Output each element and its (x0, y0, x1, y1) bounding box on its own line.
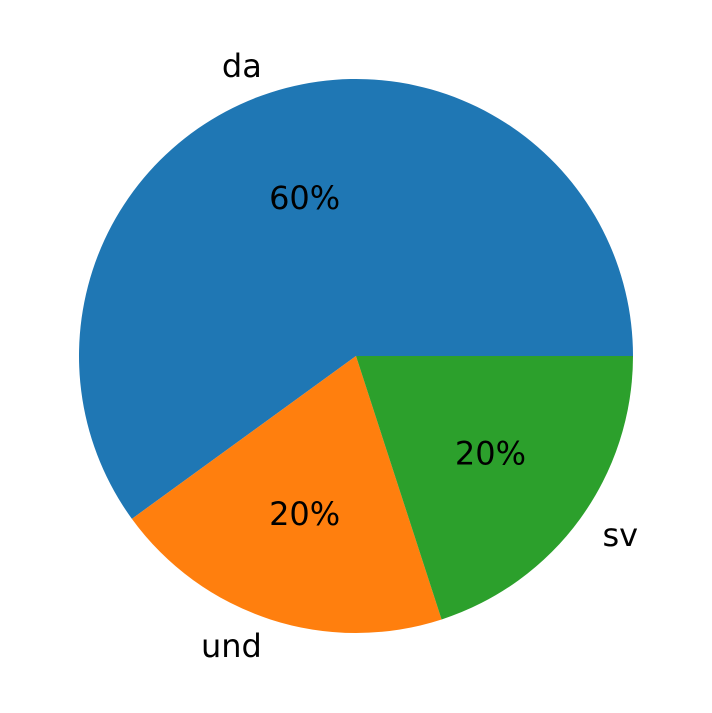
slice-label-sv: sv (603, 516, 639, 554)
pie-slices (78, 79, 634, 633)
slice-percent-da: 60% (269, 179, 340, 217)
pie-slice-sv (356, 356, 633, 620)
slice-label-und: und (201, 627, 262, 665)
pie-slice-und (131, 356, 442, 633)
pie-labels: da 60% und 20% sv 20% (201, 47, 638, 665)
pie-slice-da (78, 79, 634, 519)
slice-label-da: da (222, 47, 262, 85)
slice-percent-und: 20% (269, 495, 340, 533)
slice-percent-sv: 20% (455, 435, 526, 473)
